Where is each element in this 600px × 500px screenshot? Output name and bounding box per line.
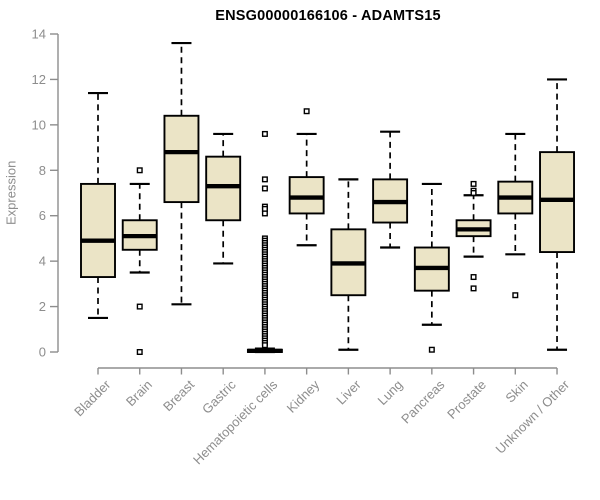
outlier-point bbox=[428, 346, 435, 353]
y-tick-label: 2 bbox=[39, 299, 46, 314]
box-Bladder bbox=[80, 182, 116, 278]
y-tick-label: 14 bbox=[32, 27, 46, 42]
outlier-point bbox=[261, 176, 268, 183]
outlier-point bbox=[303, 108, 310, 115]
box-Breast bbox=[163, 114, 200, 204]
outlier-point bbox=[470, 180, 477, 187]
outlier-point bbox=[470, 274, 477, 281]
outlier-point bbox=[136, 303, 143, 310]
outlier-point bbox=[470, 285, 477, 292]
chart-title: ENSG00000166106 - ADAMTS15 bbox=[215, 8, 441, 24]
y-tick-label: 8 bbox=[39, 163, 46, 178]
outlier-point bbox=[261, 185, 268, 192]
outlier-point bbox=[136, 167, 143, 174]
outlier-point bbox=[470, 189, 477, 196]
outlier-point bbox=[261, 342, 268, 349]
outlier-point bbox=[512, 292, 519, 299]
box-Gastric bbox=[205, 155, 242, 222]
y-tick-label: 0 bbox=[39, 345, 46, 360]
outlier-point bbox=[136, 349, 143, 356]
box-Kidney bbox=[288, 176, 325, 215]
y-tick-label: 4 bbox=[39, 254, 46, 269]
outlier-point bbox=[261, 130, 268, 137]
y-tick-label: 6 bbox=[39, 208, 46, 223]
outlier-point bbox=[261, 210, 268, 217]
y-tick-label: 12 bbox=[32, 72, 46, 87]
y-tick-label: 10 bbox=[32, 117, 46, 132]
box-Unknown / Other bbox=[539, 151, 575, 254]
